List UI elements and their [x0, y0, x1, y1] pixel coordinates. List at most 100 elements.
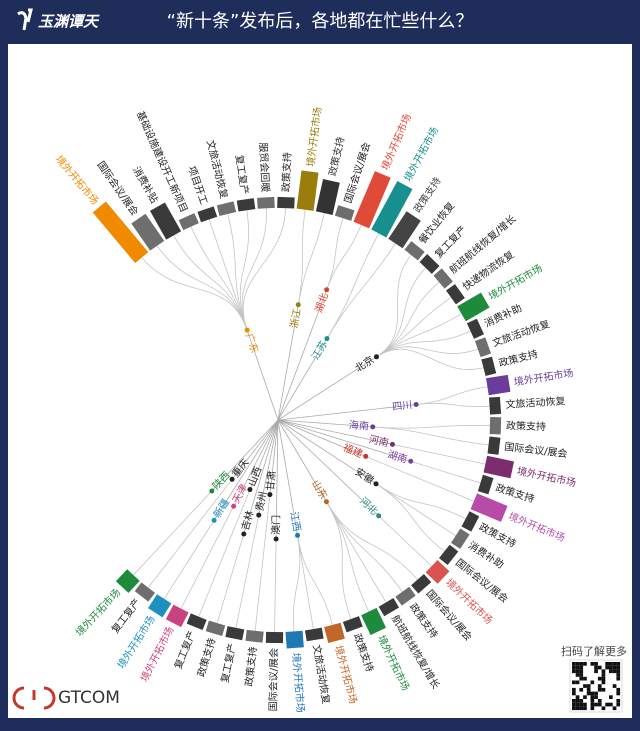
bar — [461, 511, 480, 532]
qr-cell — [616, 699, 621, 703]
trunk-link — [258, 419, 279, 516]
qr-cell — [609, 702, 613, 707]
brand: GTCOM — [58, 688, 120, 708]
qr-cell — [601, 673, 606, 677]
trunk-link — [277, 419, 373, 428]
group-label: 浙江 — [288, 308, 303, 330]
bar — [425, 559, 450, 584]
branch-link — [326, 501, 352, 620]
group-label: 澳门 — [269, 515, 282, 535]
qr-cell — [605, 702, 609, 707]
branch-link — [375, 483, 456, 536]
bar — [477, 474, 494, 495]
qr-cell — [597, 702, 602, 707]
qr-cell — [590, 706, 595, 711]
branch-link — [416, 402, 490, 407]
qr-cell — [597, 676, 602, 681]
branch-link — [297, 535, 314, 630]
group-node — [363, 453, 369, 459]
branch-link — [227, 213, 248, 331]
qr-cell — [583, 695, 587, 699]
qr-cell — [616, 676, 621, 681]
qr-cell — [590, 662, 595, 666]
qr-cell — [575, 706, 580, 711]
branch-link — [416, 386, 488, 405]
qr-cell — [575, 662, 580, 666]
qr-cell — [579, 673, 584, 677]
branch-link — [198, 489, 251, 617]
bar — [304, 627, 324, 642]
branch-link — [378, 515, 432, 567]
qr-cell — [579, 699, 584, 703]
group-node — [273, 536, 279, 542]
branch-link — [297, 213, 325, 305]
trunk-link — [277, 304, 299, 421]
branch-link — [376, 348, 484, 370]
bar — [134, 582, 156, 602]
qr-cell — [609, 662, 613, 666]
qr-cell — [572, 687, 576, 692]
branch-link — [180, 506, 234, 609]
trunk-link — [277, 419, 327, 502]
branch-link — [372, 424, 490, 429]
bar — [489, 416, 502, 435]
qr-cell — [579, 665, 584, 670]
branch-link — [147, 479, 233, 588]
qr-cell — [612, 706, 617, 711]
qr-cell — [579, 706, 584, 711]
bar — [388, 211, 421, 249]
bar — [265, 631, 284, 644]
branch-link — [326, 233, 380, 339]
qr-cell — [590, 695, 595, 699]
group-node — [413, 402, 419, 408]
qr-cell — [616, 673, 621, 677]
trunk-link — [275, 419, 279, 539]
trunk-link — [269, 419, 279, 495]
branch-link — [376, 254, 412, 358]
bar — [225, 626, 245, 641]
bar — [334, 205, 355, 221]
qr-caption: 扫码了解更多 — [561, 644, 627, 658]
qr-cell — [575, 699, 580, 703]
qr-cell — [616, 665, 621, 670]
group-node — [389, 441, 395, 447]
qr-cell — [575, 665, 580, 670]
bar — [474, 337, 492, 358]
trunk-link — [231, 419, 279, 480]
bar — [257, 196, 275, 209]
group-node — [295, 532, 301, 538]
leaf-label: 政策支持 — [242, 646, 259, 687]
qr-cell — [601, 676, 606, 681]
qr-cell — [575, 680, 580, 685]
branch-link — [326, 218, 344, 290]
trunk-link — [277, 419, 298, 536]
group-node — [408, 458, 414, 464]
branch-link — [376, 330, 471, 358]
bar — [483, 455, 515, 479]
branch-link — [297, 209, 306, 305]
qr-cell — [601, 706, 606, 711]
qr-cell — [594, 695, 598, 699]
trunk-link — [277, 289, 328, 421]
group-node — [324, 287, 330, 293]
group-node — [256, 512, 262, 518]
qr-cell — [616, 687, 621, 692]
group-node — [267, 492, 273, 498]
trunk-link — [277, 419, 379, 517]
branch-link — [208, 219, 248, 331]
branch-link — [297, 535, 333, 626]
bar — [395, 586, 416, 606]
qr-cell — [572, 702, 576, 707]
group-label: 贵州 — [253, 490, 270, 512]
logo-icon — [17, 8, 33, 31]
trunk-link — [243, 419, 279, 535]
bar — [466, 318, 485, 339]
qr-cell — [605, 665, 609, 670]
qr-cell — [579, 662, 584, 666]
leaf-label: 政策支持 — [279, 152, 293, 192]
panel — [8, 44, 632, 718]
qr-cell — [590, 702, 595, 707]
qr-cell — [594, 702, 598, 707]
trunk-link — [246, 330, 279, 421]
bar — [131, 213, 165, 251]
